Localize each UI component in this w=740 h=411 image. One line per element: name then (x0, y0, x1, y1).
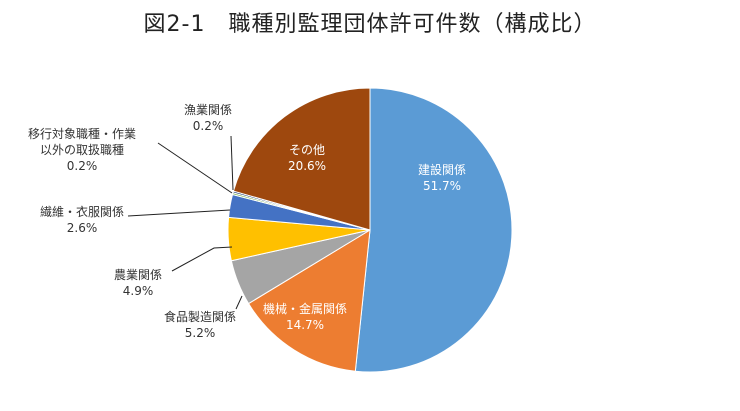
slice-value-label: 4.9% (123, 284, 154, 298)
slice-name-label: その他 (289, 143, 325, 157)
slice-value-label: 5.2% (185, 326, 216, 340)
leader-line-5 (157, 142, 233, 194)
slice-name-label: 漁業関係 (184, 103, 232, 117)
slice-name-label: 建設関係 (418, 162, 466, 177)
slice-value-label: 20.6% (288, 159, 326, 173)
slice-value-label: 0.2% (67, 159, 98, 173)
leader-line-4 (127, 209, 231, 217)
slice-label-1: 機械・金属関係 14.7% (263, 301, 347, 332)
slice-value-label: 2.6% (67, 221, 98, 235)
slice-value-label: 0.2% (193, 119, 224, 133)
slice-name-label: 農業関係 (114, 268, 162, 282)
slice-name-label: 繊維・衣服関係 (40, 204, 124, 219)
slice-name-label: 機械・金属関係 (263, 301, 347, 316)
slice-value-label: 51.7% (423, 179, 461, 193)
slice-label-3: 農業関係 4.9% (114, 268, 162, 298)
slice-name-label: 移行対象職種・作業 (28, 127, 136, 141)
slice-label-7: その他 20.6% (288, 143, 326, 173)
leader-line-3 (171, 246, 233, 272)
slice-label-0: 建設関係 51.7% (418, 162, 466, 193)
pie-slice-0 (354, 87, 513, 373)
pie-slice-7 (232, 87, 371, 231)
slice-value-label: 14.7% (286, 318, 324, 332)
leader-line-2 (235, 295, 243, 310)
slice-label-6: 漁業関係 0.2% (184, 103, 232, 133)
slice-label-5: 移行対象職種・作業以外の取扱職種 0.2% (28, 127, 136, 173)
slice-label-4: 繊維・衣服関係 2.6% (40, 204, 124, 235)
pie-slice-1 (247, 229, 371, 372)
slice-name-label: 食品製造関係 (164, 309, 236, 324)
leader-line-6 (230, 135, 234, 191)
chart-title: 図2-1 職種別監理団体許可件数（構成比） (143, 12, 597, 37)
slice-name-label: 以外の取扱職種 (40, 143, 124, 157)
slice-label-2: 食品製造関係 5.2% (164, 309, 236, 340)
